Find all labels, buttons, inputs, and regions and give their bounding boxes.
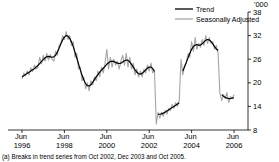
plot-lines [22, 32, 234, 124]
x-tick-label-part: 2000 [98, 141, 115, 150]
legend-label: Seasonally Adjusted [196, 16, 259, 24]
y-tick [248, 12, 251, 13]
y-axis [248, 12, 249, 130]
y-tick [248, 130, 251, 131]
x-tick-label: Jun 2004 [183, 132, 200, 150]
chart: 81420263238'000Jun 1996Jun 1998Jun 2000J… [0, 0, 279, 162]
x-tick-label-part: Jun [227, 132, 241, 141]
x-tick-label-part: Jun [57, 132, 71, 141]
x-tick-label: Jun 2002 [141, 132, 158, 150]
legend-swatch [175, 8, 193, 9]
x-tick-label-part: 1998 [56, 141, 73, 150]
y-tick [248, 59, 251, 60]
series-line [22, 36, 234, 115]
y-tick-label: 32 [253, 31, 261, 40]
x-tick-label-part: 2006 [226, 141, 243, 150]
x-tick-label: Jun 2000 [98, 132, 115, 150]
legend: Trend Seasonally Adjusted [175, 6, 259, 24]
y-tick [248, 106, 251, 107]
x-tick-label: Jun 2006 [226, 132, 243, 150]
y-tick [248, 82, 251, 83]
x-tick-label-part: Jun [142, 132, 156, 141]
x-tick-label-part: 2002 [141, 141, 158, 150]
y-tick-label: 14 [253, 102, 261, 111]
legend-swatch [175, 18, 193, 19]
series-line [22, 32, 234, 124]
x-tick-label: Jun 1998 [56, 132, 73, 150]
y-tick-label: 8 [253, 126, 257, 135]
x-tick-label-part: 2004 [183, 141, 200, 150]
y-tick-label: 26 [253, 55, 261, 64]
x-tick-label-part: Jun [100, 132, 114, 141]
y-axis-label: '000 [254, 0, 268, 9]
x-tick-label-part: Jun [15, 132, 29, 141]
legend-label: Trend [196, 6, 214, 13]
x-tick-label-part: 1996 [14, 141, 31, 150]
x-tick-label: Jun 1996 [14, 132, 31, 150]
footnote: (a) Breaks in trend series from Oct 2002… [2, 153, 186, 161]
y-tick-label: 20 [253, 78, 261, 87]
x-tick-label-part: Jun [185, 132, 199, 141]
y-tick [248, 35, 251, 36]
x-axis [8, 130, 248, 131]
